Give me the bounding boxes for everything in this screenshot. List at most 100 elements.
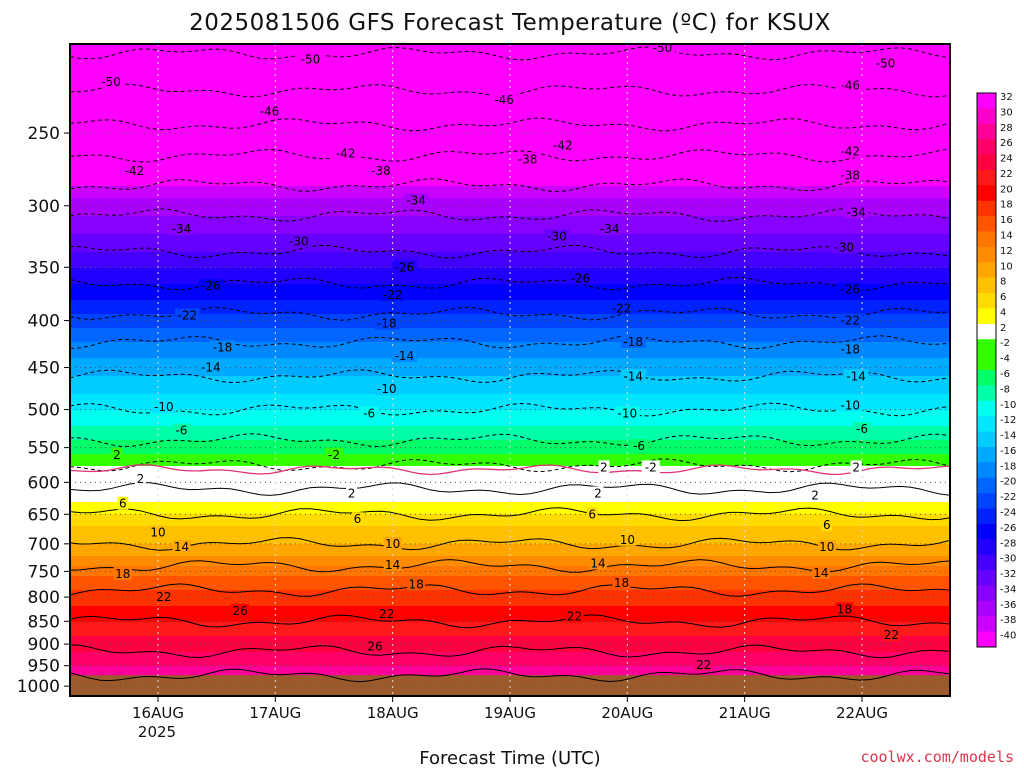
contour-labels: -50 -50 -50 -50 -46 -46 -46 -42 -42 -42 -42 -38 -38 -… [70, 44, 950, 683]
colorbar-label: 26 [1000, 138, 1013, 149]
temperature-band [70, 420, 950, 423]
temperature-band [70, 192, 950, 195]
y-tick-label: 650 [28, 505, 60, 525]
temperature-band [70, 180, 950, 183]
temperature-band [70, 432, 950, 435]
contour-label: -6 [175, 424, 187, 438]
temperature-band [70, 552, 950, 555]
contour-label: 14 [174, 540, 189, 554]
temperature-band [70, 462, 950, 465]
y-tick-label: 700 [28, 535, 60, 555]
y-tick-label: 500 [28, 401, 60, 421]
contour-label: 14 [813, 566, 828, 580]
isotherm-line [70, 668, 950, 683]
colorbar-label: 8 [1000, 277, 1006, 288]
contour-label-bg [117, 496, 129, 510]
temperature-band [70, 378, 950, 381]
temperature-band [70, 238, 950, 241]
isotherm-line [70, 335, 950, 349]
temperature-band [70, 400, 950, 403]
temperature-band [70, 246, 950, 249]
temperature-band [70, 54, 950, 57]
temperature-band [70, 130, 950, 133]
temperature-band [70, 82, 950, 85]
contour-label-bg [872, 56, 898, 70]
temperature-band [70, 562, 950, 565]
temperature-band [70, 630, 950, 633]
temperature-band [70, 250, 950, 253]
temperature-band [70, 318, 950, 321]
isotherm-line [70, 117, 950, 132]
temperature-band [70, 106, 950, 109]
freezing-line [70, 464, 950, 476]
colorbar-label: 32 [1000, 92, 1013, 103]
temperature-band [70, 622, 950, 625]
colorbar-label: -14 [1000, 431, 1016, 442]
contour-label: -14 [395, 349, 415, 363]
temperature-band [70, 342, 950, 345]
temperature-band [70, 240, 950, 243]
contour-label: -14 [201, 361, 221, 375]
temperature-band [70, 586, 950, 589]
contour-label: 2 [594, 486, 602, 500]
temperature-band [70, 244, 950, 247]
contour-label-bg [149, 525, 167, 539]
y-tick-label: 550 [28, 439, 60, 459]
contour-label-bg [407, 577, 426, 591]
temperature-band [70, 252, 950, 255]
colorbar-swatch [977, 169, 996, 186]
temperature-band [70, 478, 950, 481]
colorbar-swatch [977, 400, 996, 417]
contour-label: 10 [385, 537, 400, 551]
colorbar-label: 20 [1000, 184, 1013, 195]
temperature-band [70, 298, 950, 301]
temperature-band [70, 534, 950, 537]
contour-label: -22 [612, 301, 632, 315]
contour-label-bg [491, 92, 517, 106]
contour-label-bg [630, 439, 649, 453]
chart-title: 2025081506 GFS Forecast Temperature (ºC)… [189, 10, 831, 36]
temperature-band [70, 588, 950, 591]
contour-label: -26 [201, 279, 221, 293]
isotherm-line [70, 178, 950, 193]
contour-label: -38 [518, 152, 538, 166]
temperature-band [70, 228, 950, 231]
contour-label-bg [837, 313, 863, 327]
colorbar-label: -6 [1000, 369, 1010, 380]
temperature-band [70, 60, 950, 63]
temperature-band [70, 628, 950, 631]
temperature-band [70, 414, 950, 417]
temperature-band [70, 654, 950, 657]
contour-label: -42 [553, 139, 573, 153]
temperature-band [70, 504, 950, 507]
temperature-band [70, 522, 950, 525]
temperature-band [70, 346, 950, 349]
temperature-band [70, 174, 950, 177]
temperature-band [70, 516, 950, 519]
colorbar-swatch [977, 185, 996, 202]
contour-label-bg [231, 603, 250, 617]
contour-label: 22 [156, 590, 171, 604]
contour-label-bg [403, 193, 429, 207]
temperature-band [70, 486, 950, 489]
contour-label-bg [134, 471, 146, 485]
temperature-band [70, 616, 950, 619]
colorbar-label: 24 [1000, 154, 1013, 165]
contour-label-bg [544, 229, 570, 243]
contour-label: 10 [819, 540, 834, 554]
contour-label: -38 [840, 168, 860, 182]
contour-label: -22 [840, 314, 860, 328]
temperature-band [70, 204, 950, 207]
temperature-band [70, 310, 950, 313]
temperature-band [70, 582, 950, 585]
isotherm-line [70, 458, 950, 473]
colorbar-swatch [977, 462, 996, 479]
contour-label-bg [168, 222, 194, 236]
contour-label: -30 [547, 229, 567, 243]
contour-label-bg [592, 486, 604, 500]
x-axis-ticks: 16AUG 17AUG 18AUG 19AUG 20AUG 21AUG 22AUG [132, 696, 888, 722]
contour-label-bg [286, 234, 312, 248]
colorbar-label: 14 [1000, 231, 1013, 242]
isotherm-line [70, 559, 950, 573]
temperature-band [70, 354, 950, 357]
